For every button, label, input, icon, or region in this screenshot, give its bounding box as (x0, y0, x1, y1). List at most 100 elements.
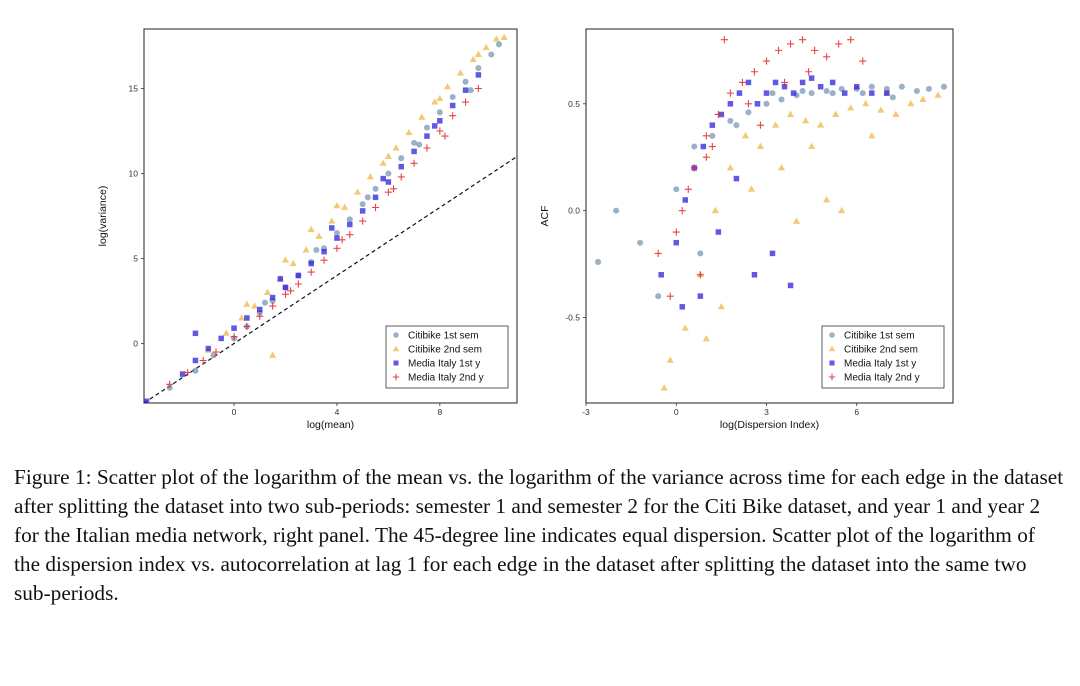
y-tick-label: 5 (133, 254, 138, 264)
data-point (868, 132, 876, 139)
data-point (733, 175, 740, 182)
x-tick-label: 0 (232, 407, 237, 417)
data-point (287, 287, 295, 295)
data-point (329, 225, 335, 231)
data-point (243, 300, 251, 307)
x-tick-label: 4 (335, 407, 340, 417)
data-point (315, 232, 323, 239)
data-point (492, 35, 500, 42)
chart-left: 0 4 8 0 5 10 15 log(mean) log(variance) Citibike … (97, 28, 518, 431)
data-point (811, 46, 819, 54)
data-point (443, 82, 452, 90)
data-point (277, 276, 284, 282)
legend-label: Citibike 1st sem (844, 331, 915, 342)
y-tick-label: 0 (133, 339, 138, 349)
data-point (655, 293, 662, 300)
series-4 (654, 36, 867, 300)
data-point (313, 246, 320, 254)
chart-right: -3 0 3 6 -0.5 0.0 0.5 log(Dispersion Index) ACF C… (539, 28, 954, 431)
data-point (257, 306, 263, 313)
y-tick-label: 15 (129, 84, 139, 94)
data-point (774, 46, 783, 54)
data-point (347, 221, 353, 228)
data-point (892, 110, 900, 117)
data-point (321, 248, 327, 255)
data-point (307, 225, 315, 233)
data-point (717, 302, 725, 310)
data-point (940, 83, 948, 90)
data-point (673, 186, 680, 193)
data-point (372, 194, 379, 201)
data-point (334, 235, 340, 241)
data-point (333, 244, 341, 252)
data-point (799, 79, 806, 86)
data-point (859, 57, 867, 65)
data-point (751, 272, 758, 278)
data-point (205, 345, 212, 352)
data-point (762, 57, 771, 65)
data-point (482, 43, 490, 51)
data-point (238, 314, 246, 321)
data-point (745, 109, 752, 116)
data-point (462, 78, 469, 85)
data-point (436, 94, 444, 102)
data-point (192, 357, 199, 364)
data-point (418, 113, 426, 120)
data-point (500, 33, 508, 40)
data-point (859, 90, 866, 97)
data-point (792, 217, 801, 224)
data-point (660, 384, 668, 391)
data-point (697, 250, 704, 257)
data-point (289, 259, 297, 267)
legend-marker (829, 360, 835, 366)
data-point (708, 142, 716, 151)
data-point (883, 85, 890, 92)
data-point (868, 83, 875, 90)
legend-marker (828, 345, 836, 352)
data-point (672, 228, 680, 236)
data-point (747, 185, 756, 192)
data-point (359, 208, 366, 214)
data-point (385, 170, 392, 177)
data-point (898, 83, 905, 90)
data-point (678, 207, 686, 215)
data-point (832, 110, 840, 117)
data-point (817, 121, 825, 128)
data-point (308, 260, 314, 267)
data-point (884, 90, 890, 96)
data-point (179, 371, 186, 377)
data-point (741, 132, 750, 139)
data-point (666, 292, 674, 300)
data-point (341, 203, 349, 210)
data-point (853, 83, 860, 90)
data-point (384, 188, 392, 196)
legend-label: Media Italy 2nd y (408, 373, 484, 384)
data-point (474, 50, 482, 57)
data-point (808, 90, 815, 97)
data-point (696, 271, 704, 279)
data-point (738, 78, 747, 87)
data-point (462, 87, 469, 93)
data-point (243, 322, 251, 331)
data-point (786, 40, 795, 48)
data-point (281, 290, 290, 298)
data-point (431, 98, 439, 105)
data-point (769, 90, 776, 97)
legend-item: Citibike 1st sem (393, 331, 479, 342)
y-axis-label: ACF (539, 206, 551, 227)
data-point (763, 100, 770, 107)
data-point (405, 128, 413, 136)
data-point (295, 272, 302, 279)
data-point (889, 94, 896, 101)
data-point (437, 118, 443, 124)
data-point (346, 231, 354, 239)
series-4 (166, 84, 482, 388)
data-point (338, 236, 346, 244)
data-point (328, 217, 336, 224)
y-tick-label: 10 (129, 169, 139, 179)
data-point (702, 153, 710, 161)
data-point (838, 85, 845, 92)
data-point (817, 83, 824, 90)
data-point (302, 246, 310, 253)
data-point (423, 124, 430, 131)
